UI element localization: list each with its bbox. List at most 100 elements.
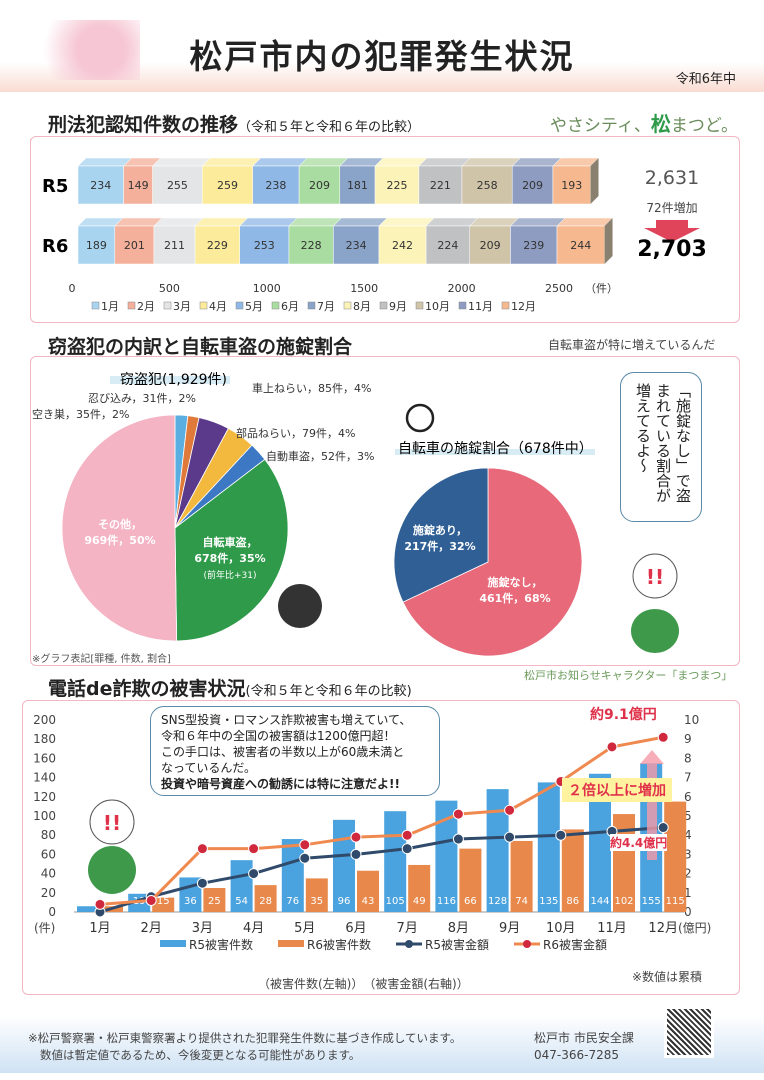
bar-value-label: 102	[614, 896, 633, 907]
line-marker	[299, 852, 311, 864]
bar-segment-top	[239, 217, 298, 227]
bar-segment-value: 221	[430, 179, 451, 192]
bar-segment-top	[77, 157, 133, 167]
exclaim-icon: !!	[103, 811, 121, 835]
bar-value-label: 116	[437, 896, 456, 907]
legend-label: 9月	[389, 300, 407, 313]
qr-code[interactable]	[664, 1006, 714, 1058]
footer-line: 数値は暫定値であるため、今後変更となる可能性があります。	[40, 1048, 361, 1062]
right-axis-tick: 10	[684, 713, 699, 727]
left-axis-tick: 140	[33, 771, 56, 785]
slice-label: (前年比+31)	[203, 569, 256, 581]
line-marker	[350, 848, 362, 860]
bar-segment	[333, 225, 380, 265]
legend-swatch	[163, 301, 172, 310]
bar-value-label: 144	[590, 896, 609, 907]
bar-segment-value: 149	[128, 179, 149, 192]
legend-marker	[405, 940, 413, 948]
slice-label: 自転車盗，	[203, 535, 258, 549]
bar-value-label: 66	[464, 896, 477, 907]
lock-title: 自転車の施錠割合（678件中）	[398, 440, 593, 457]
lock-speech-bubble: 「施錠なし」で盗まれている割合が増えてるよ～	[620, 372, 702, 522]
bar-segment	[374, 165, 420, 205]
left-axis-unit: (件)	[34, 921, 55, 935]
bar-segment-value: 253	[254, 239, 275, 252]
theft-slice	[174, 458, 289, 642]
bar-value-label: 49	[413, 896, 426, 907]
cherry-blossom-illustration	[10, 20, 140, 80]
bar-segment-value: 258	[477, 179, 498, 192]
bar-segment	[511, 165, 554, 205]
bar-segment-value: 259	[217, 179, 238, 192]
bar-segment-value: 209	[522, 179, 543, 192]
bar-segment-top	[153, 217, 204, 227]
line-marker	[657, 822, 669, 834]
down-arrow-icon	[644, 220, 700, 242]
pie-title: 窃盗犯(1,929件)	[120, 372, 227, 388]
period-label: 令和6年中	[675, 72, 736, 87]
line-marker	[401, 843, 413, 855]
bar-segment	[202, 165, 253, 205]
bubble-line: 投資や暗号資産への勧誘には特に注意だよ!!	[161, 777, 400, 791]
theft-pie-charts: 窃盗犯(1,929件) 空き巣，35件，2% 忍び込み，31件，2% 車上ねらい，85…	[32, 372, 679, 665]
bar-r6	[152, 897, 175, 912]
bar-segment-value: 181	[347, 179, 368, 192]
legend-swatch	[278, 940, 304, 947]
bar-segment-value: 201	[124, 239, 145, 252]
bar-side	[604, 218, 613, 264]
logo-text: まつど。	[670, 116, 738, 136]
bar-segment-top	[509, 217, 566, 227]
slice-label: 空き巣，35件，2%	[32, 407, 129, 421]
right-axis-unit: (億円)	[678, 921, 711, 935]
heading-sub: (令和５年と令和６年の比較)	[245, 684, 412, 699]
bar-segment-value: 209	[480, 239, 501, 252]
slice-label: 部品ねらい，79件，4%	[236, 426, 355, 440]
r6-total: 2,703	[637, 237, 707, 262]
bar-r5	[77, 906, 99, 912]
legend-label: R5被害件数	[189, 937, 253, 952]
legend-swatch	[127, 301, 136, 310]
line-marker	[657, 731, 669, 743]
footer-line: ※松戸警察署・松戸東警察署より提供された犯罪発生件数に基づき作成しています。	[28, 1031, 462, 1045]
legend-label: 4月	[209, 300, 227, 313]
legend-label: 3月	[173, 300, 191, 313]
bar-value-label: 15	[157, 896, 170, 907]
right-axis-tick: 7	[684, 771, 692, 785]
bar-segment	[194, 225, 240, 265]
bar-segment	[552, 165, 591, 205]
bar-value-label: 25	[208, 896, 221, 907]
legend-swatch	[91, 301, 100, 310]
phone-number[interactable]: 047-366-7285	[534, 1048, 620, 1062]
line-marker	[452, 833, 464, 845]
bar-value-label: 54	[235, 896, 248, 907]
legend-swatch	[379, 301, 388, 310]
thief-icon	[278, 584, 322, 628]
legend-label: 11月	[468, 300, 493, 313]
left-axis-tick: 40	[41, 867, 56, 881]
left-axis-tick: 180	[33, 732, 56, 746]
line-marker	[145, 894, 157, 906]
x-axis-tick: 12月	[648, 921, 678, 936]
right-axis-tick: 3	[684, 847, 692, 861]
slice-label: 678件，35%	[194, 551, 265, 565]
bar-r5	[333, 819, 355, 912]
cumulative-note: ※数値は累積	[632, 970, 703, 984]
bar-segment-top	[374, 157, 428, 167]
bar-value-label: 36	[184, 896, 197, 907]
legend-label: 5月	[245, 300, 263, 313]
slice-label: 自動車盗，52件，3%	[266, 449, 374, 463]
left-axis-tick: 200	[33, 713, 56, 727]
right-axis-tick: 4	[684, 828, 692, 842]
axis-tick: 1000	[253, 282, 281, 295]
x-axis-tick: 7月	[397, 921, 418, 936]
bar-r6	[305, 878, 328, 912]
mascot-icon	[631, 609, 679, 653]
slice-label: 461件，68%	[479, 591, 550, 605]
department: 松戸市 市民安全課	[534, 1031, 634, 1045]
logo-mark: 松	[650, 112, 671, 136]
line-marker	[606, 741, 618, 753]
bar-segment-value: 209	[309, 179, 330, 192]
legend-label: 7月	[317, 300, 335, 313]
line-marker	[504, 804, 516, 816]
bar-segment-value: 229	[207, 239, 228, 252]
